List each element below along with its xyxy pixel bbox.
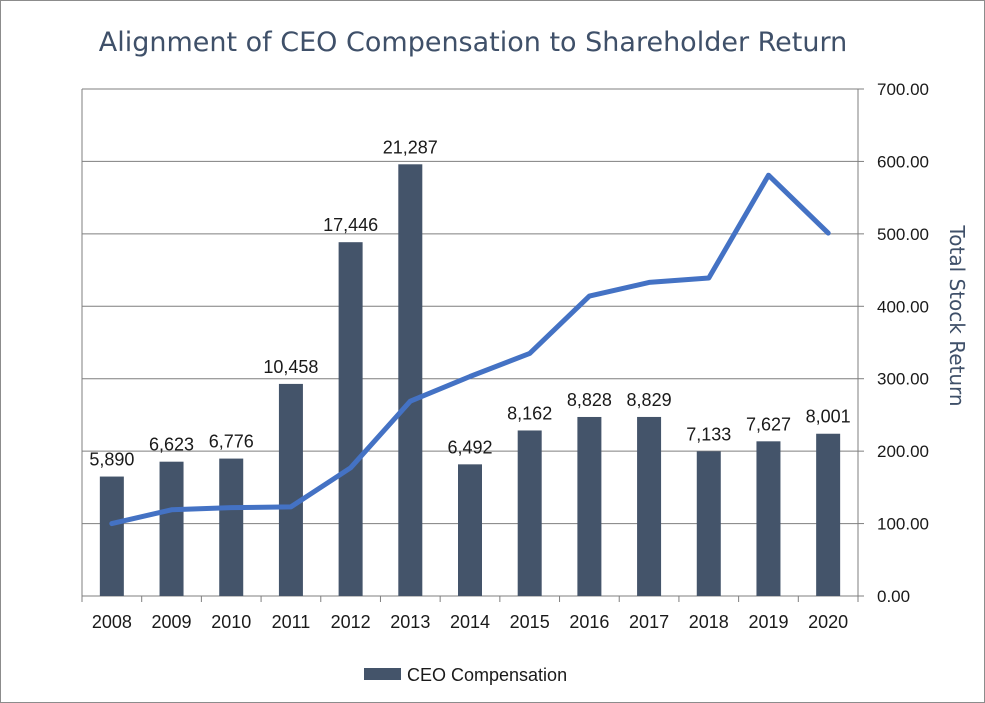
right-axis-tick-label: 200.00 xyxy=(877,442,929,461)
x-tick-label-2020: 2020 xyxy=(808,612,848,632)
data-label-2012: 17,446 xyxy=(323,215,378,235)
data-label-2010: 6,776 xyxy=(209,432,254,452)
x-tick-label-2017: 2017 xyxy=(629,612,669,632)
bar-2014 xyxy=(458,464,482,596)
x-tick-label-2012: 2012 xyxy=(331,612,371,632)
bar-2020 xyxy=(816,433,841,596)
bar-2008 xyxy=(99,476,124,596)
right-axis-tick-label: 700.00 xyxy=(877,80,929,99)
bar-2018 xyxy=(696,451,721,596)
x-tick-label-2016: 2016 xyxy=(569,612,609,632)
legend: CEO Compensation xyxy=(364,665,567,685)
bar-2011 xyxy=(278,383,303,596)
gridlines xyxy=(81,88,864,602)
legend-swatch xyxy=(364,668,401,680)
bar-2012 xyxy=(338,242,363,596)
right-axis-tick-label: 0.00 xyxy=(877,587,910,606)
data-label-2016: 8,828 xyxy=(567,390,612,410)
right-axis-tick-label: 100.00 xyxy=(877,515,929,534)
data-label-2018: 7,133 xyxy=(686,424,731,444)
right-axis-tick-label: 500.00 xyxy=(877,225,929,244)
x-tick-label-2015: 2015 xyxy=(510,612,550,632)
data-label-2015: 8,162 xyxy=(507,403,552,423)
data-label-2017: 8,829 xyxy=(627,390,672,410)
chart-title: Alignment of CEO Compensation to Shareho… xyxy=(99,27,848,58)
right-axis-tick-label: 400.00 xyxy=(877,297,929,316)
bar-2015 xyxy=(517,430,542,596)
right-axis-title: Total Stock Return xyxy=(945,224,969,406)
bar-2009 xyxy=(159,461,184,596)
data-label-2011: 10,458 xyxy=(263,357,318,377)
x-tick-label-2018: 2018 xyxy=(689,612,729,632)
bar-2013 xyxy=(398,164,423,597)
x-tick-label-2011: 2011 xyxy=(272,612,311,632)
line-series xyxy=(109,172,831,527)
data-label-2008: 5,890 xyxy=(89,450,134,470)
x-axis-ticks: 2008 2009 2010 2011 2012 2013 2014 2015 2016 2017… xyxy=(92,612,848,632)
bar-series xyxy=(99,164,841,597)
right-axis-ticks: 0.00 100.00 200.00 300.00 400.00 500.00 600.00… xyxy=(877,80,929,606)
bar-2016 xyxy=(577,416,602,596)
x-tick-label-2014: 2014 xyxy=(450,612,490,632)
bar-2017 xyxy=(637,416,662,596)
x-tick-label-2010: 2010 xyxy=(211,612,251,632)
x-tick-label-2013: 2013 xyxy=(390,612,430,632)
data-label-2013: 21,287 xyxy=(383,137,438,157)
legend-label: CEO Compensation xyxy=(407,665,567,685)
data-label-2014: 6,492 xyxy=(447,437,492,457)
data-label-2009: 6,623 xyxy=(149,435,194,455)
data-labels: 5,890 6,623 6,776 10,458 17,446 21,287 6,492 8,… xyxy=(89,137,850,469)
x-tick-label-2019: 2019 xyxy=(748,612,788,632)
x-tick-label-2008: 2008 xyxy=(92,612,132,632)
bar-2010 xyxy=(219,458,244,596)
right-axis-tick-label: 300.00 xyxy=(877,370,929,389)
right-axis-tick-label: 600.00 xyxy=(877,152,929,171)
data-label-2019: 7,627 xyxy=(746,414,791,434)
data-label-2020: 8,001 xyxy=(806,407,851,427)
bar-2019 xyxy=(756,441,781,596)
x-tick-label-2009: 2009 xyxy=(152,612,192,632)
